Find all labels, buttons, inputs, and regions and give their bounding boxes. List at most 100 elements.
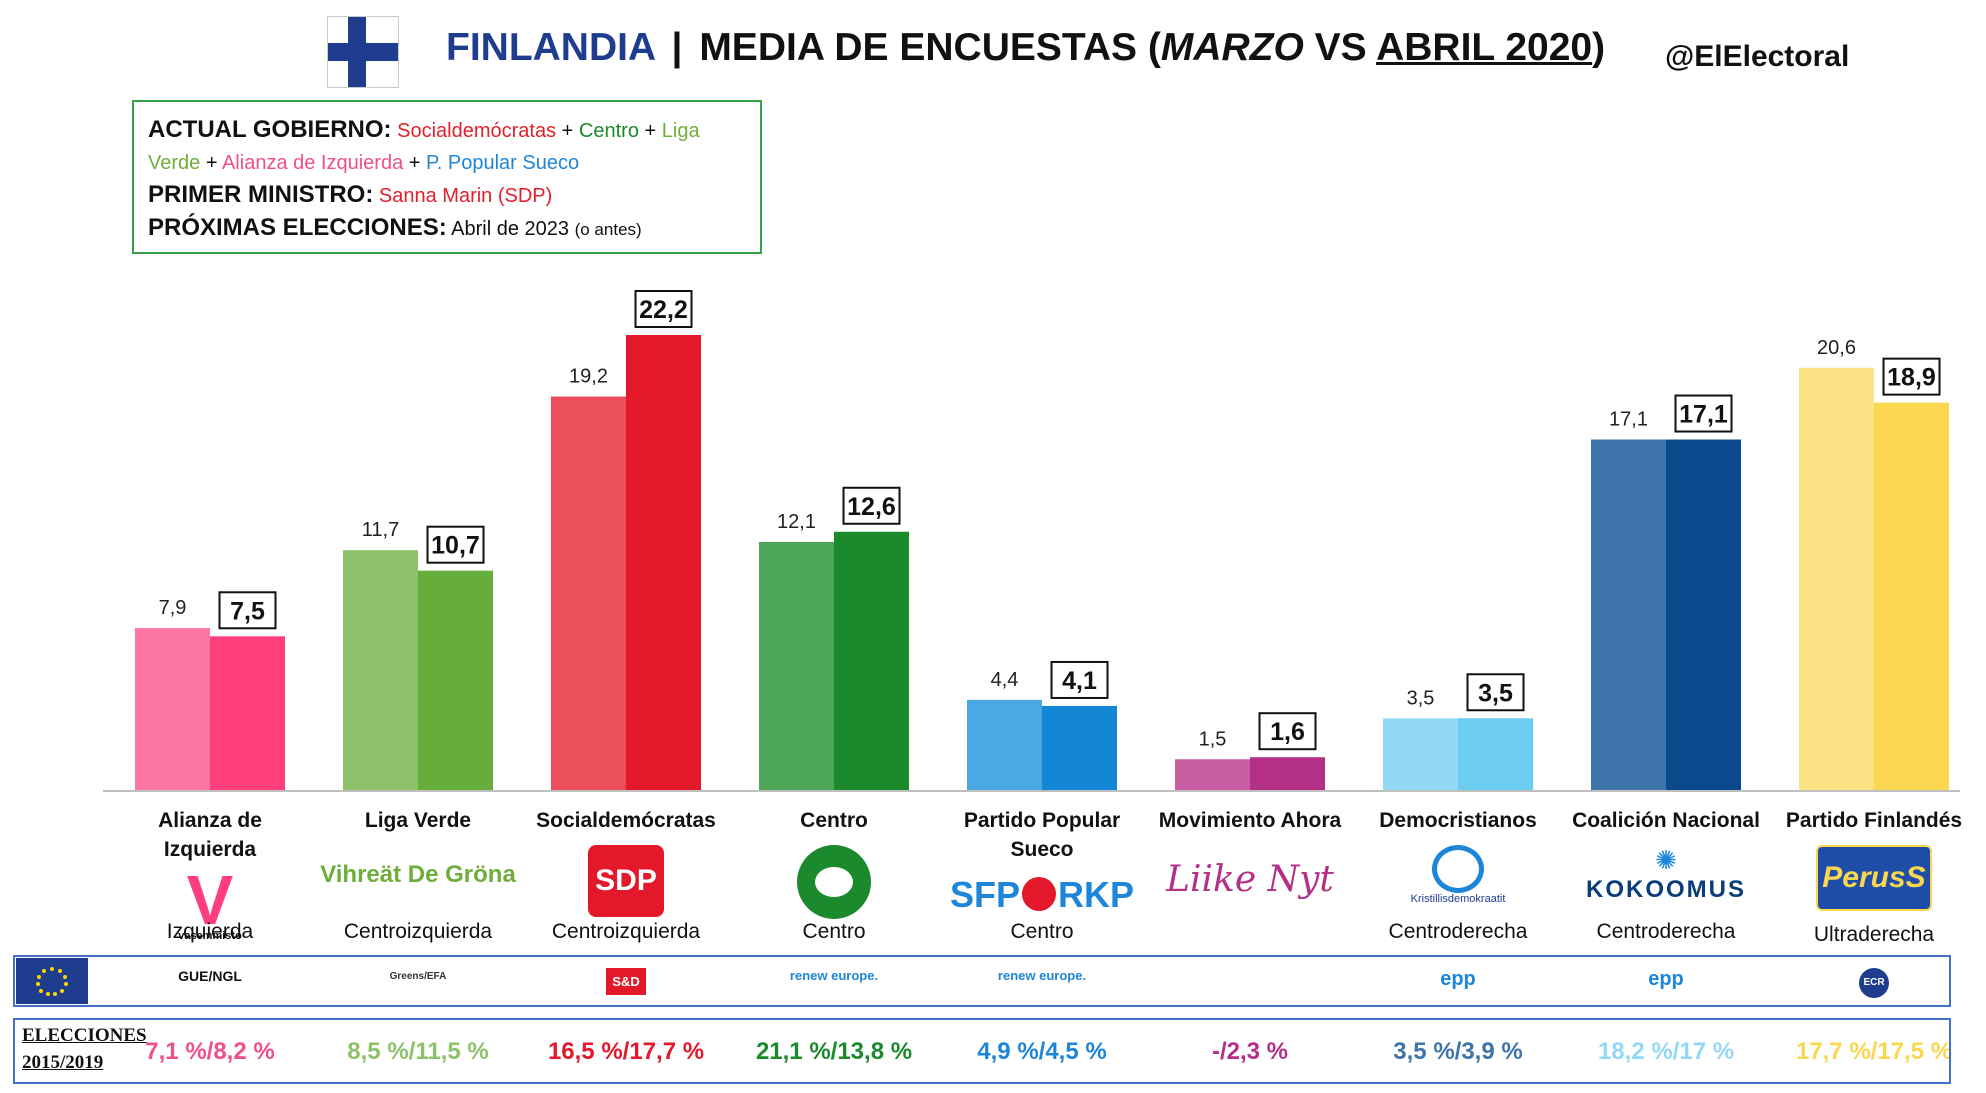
eu-group-6: epp (1440, 968, 1476, 990)
bar-march-5 (1175, 759, 1250, 790)
poll-bar-chart: 7,9 7,5 11,7 10,7 19,2 22,2 12,1 12,6 4,4 4,1 1,5 1… (103, 290, 1960, 792)
elections-row (13, 1018, 1951, 1084)
label-april-4: 4,1 (1062, 667, 1097, 695)
label-march-4: 4,4 (991, 669, 1019, 691)
election-result-3: 21,1 %/13,8 % (755, 1038, 913, 1065)
page-title: FINLANDIA | MEDIA DE ENCUESTAS (MARZO VS… (446, 26, 1605, 70)
bar-march-2 (551, 396, 626, 790)
party-name-7: Coalición Nacional (1572, 809, 1760, 832)
logo-text: Kristillisdemokraatit (1410, 893, 1506, 905)
label-march-8: 20,6 (1817, 337, 1856, 359)
government-info-box: ACTUAL GOBIERNO: Socialdemócratas + Cent… (132, 100, 762, 254)
party-name-1: Liga Verde (364, 809, 472, 832)
elections-label: ELECCIONES 2015/2019 (22, 1025, 147, 1073)
bar-march-4 (967, 699, 1042, 790)
label-march-3: 12,1 (777, 511, 816, 533)
election-result-5: -/2,3 % (1211, 1038, 1289, 1065)
eu-group-0: GUE/NGL (178, 968, 242, 984)
label-april-8: 18,9 (1887, 364, 1936, 392)
logo-text: Vihreät De Gröna (320, 861, 516, 888)
label-march-0: 7,9 (159, 597, 187, 619)
bar-april-2 (626, 335, 701, 790)
bar-april-3 (834, 531, 909, 790)
twitter-handle: @ElElectoral (1665, 40, 1850, 73)
election-result-7: 18,2 %/17 % (1597, 1038, 1735, 1065)
logo-text: vasemmisto (178, 930, 242, 942)
label-april-5: 1,6 (1270, 718, 1305, 746)
bar-april-7 (1666, 439, 1741, 790)
logo-text: KOKOOMUS (1586, 876, 1746, 903)
label-april-2: 22,2 (639, 296, 688, 324)
label-box-april-1 (426, 525, 485, 564)
party-name-4: Partido Popular Sueco (963, 809, 1121, 861)
label-march-6: 3,5 (1407, 687, 1435, 709)
bar-april-8 (1874, 402, 1949, 790)
label-april-1: 10,7 (431, 532, 480, 560)
bar-april-4 (1042, 705, 1117, 790)
label-box-april-7 (1674, 394, 1733, 433)
eu-group-3: renew europe. (789, 968, 879, 983)
label-march-1: 11,7 (362, 519, 399, 541)
label-box-april-8 (1882, 357, 1941, 396)
label-march-7: 17,1 (1609, 409, 1648, 431)
election-result-8: 17,7 %/17,5 % (1795, 1038, 1953, 1065)
label-box-april-5 (1258, 712, 1317, 751)
eu-group-8: ECR (1774, 968, 1974, 998)
election-result-1: 8,5 %/11,5 % (347, 1038, 489, 1065)
title-separator: | (671, 26, 683, 69)
party-ideology-0: Izquierda (166, 920, 254, 943)
eu-flag-icon (16, 958, 88, 1004)
sdp-logo-icon: SDP (526, 845, 726, 917)
bar-march-7 (1591, 439, 1666, 790)
bar-april-6 (1458, 718, 1533, 790)
kd-logo-icon: Kristillisdemokraatit (1358, 845, 1558, 905)
label-box-april-2 (634, 290, 693, 328)
election-result-6: 3,5 %/3,9 % (1393, 1038, 1523, 1065)
party-ideology-7: Centroderecha (1596, 920, 1736, 943)
logo-text: SDP (588, 845, 664, 917)
eu-group-2: S&D (526, 968, 726, 995)
election-result-0: 7,1 %/8,2 % (145, 1038, 275, 1065)
eu-group-4: renew europe. (997, 968, 1087, 983)
label-box-april-4 (1050, 660, 1109, 699)
bar-march-3 (759, 542, 834, 790)
party-name-6: Democristianos (1379, 809, 1537, 832)
finland-flag-icon (327, 16, 399, 88)
bar-april-5 (1250, 757, 1325, 790)
party-ideology-2: Centroizquierda (551, 920, 701, 943)
title-subtitle: MEDIA DE ENCUESTAS (MARZO VS ABRIL 2020) (699, 26, 1606, 69)
label-march-5: 1,5 (1199, 728, 1227, 750)
party-name-2: Socialdemócratas (536, 809, 716, 832)
logo-text: PerusS (1816, 845, 1932, 911)
party-name-0: Alianza de Izquierda (158, 809, 262, 861)
bar-march-0 (135, 628, 210, 790)
bar-april-1 (418, 570, 493, 790)
bar-march-6 (1383, 718, 1458, 790)
party-ideology-1: Centroizquierda (343, 920, 493, 943)
party-name-8: Partido Finlandés (1785, 809, 1963, 832)
bar-april-0 (210, 636, 285, 790)
party-ideology-3: Centro (802, 920, 866, 943)
label-april-0: 7,5 (230, 597, 265, 625)
eu-group-1: Greens/EFA (389, 971, 447, 982)
label-march-2: 19,2 (569, 365, 608, 387)
party-ideology-8: Ultraderecha (1813, 923, 1935, 946)
party-ideology-4: Centro (1010, 920, 1074, 943)
eu-group-row (13, 955, 1951, 1007)
label-april-6: 3,5 (1478, 679, 1513, 707)
label-april-7: 17,1 (1679, 401, 1728, 429)
party-name-5: Movimiento Ahora (1158, 809, 1342, 832)
perus-logo-icon: PerusS (1774, 845, 1974, 911)
prime-minister-line: PRIMER MINISTRO: Sanna Marin (SDP) (148, 181, 553, 208)
label-box-april-0 (218, 591, 277, 630)
liike-nyt-logo-icon: Liike Nyt (1150, 845, 1350, 900)
sfp-rkp-logo-icon: SFP RKP (949, 874, 1135, 915)
election-result-2: 16,5 %/17,7 % (547, 1038, 705, 1065)
label-april-3: 12,6 (847, 493, 896, 521)
next-elections-line: PRÓXIMAS ELECCIONES: Abril de 2023 (o an… (148, 214, 642, 241)
bar-march-8 (1799, 367, 1874, 790)
label-box-april-3 (842, 486, 901, 525)
party-ideology-6: Centroderecha (1388, 920, 1528, 943)
vihreat-logo-icon: Vihreät De Gröna (318, 845, 518, 889)
